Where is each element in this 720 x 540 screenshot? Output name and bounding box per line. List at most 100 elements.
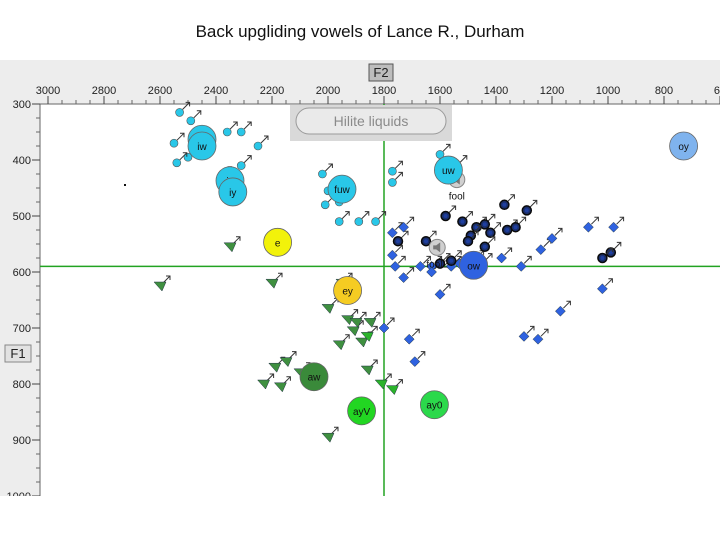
token-glide-arrow <box>243 121 252 130</box>
token-glide-arrowhead <box>446 143 451 149</box>
token-owl-center <box>608 250 613 255</box>
token-glide-arrow <box>395 172 403 180</box>
token-glide-arrow <box>487 236 496 245</box>
chart-svg: 3000 2800 2600 2400 2200 2000 1800 1600 1400 1200… <box>0 60 720 503</box>
token-ow-point <box>398 221 409 233</box>
token-glide-arrowhead <box>269 373 275 378</box>
token-glide-arrow <box>563 300 571 309</box>
token-glide-arrowhead <box>398 160 403 166</box>
token-glide-arrowhead <box>446 283 451 289</box>
mean-iw-label: iw <box>197 142 207 153</box>
token-glide-arrowhead <box>619 216 625 222</box>
axis-labels: F2 F1 <box>4 63 394 363</box>
token-glide-arrow <box>417 351 426 359</box>
token-glide-arrow <box>459 155 468 163</box>
mean-ey-label: ey <box>342 286 353 297</box>
y-tick-label: 800 <box>13 379 31 391</box>
token-ow-point <box>535 244 547 255</box>
plot-area: 3000 2800 2600 2400 2200 2000 1800 1600 1400 1200… <box>0 60 720 503</box>
x-axis-label: F2 <box>373 65 388 80</box>
token-glide-arrow <box>605 278 613 287</box>
token-iy-point <box>253 141 263 151</box>
token-glide-arrowhead <box>468 211 473 216</box>
token-glide-arrow <box>470 230 479 239</box>
token-ay-point <box>385 385 399 396</box>
token-glide-arrowhead <box>616 241 622 247</box>
token-glide-arrowhead <box>415 328 420 334</box>
mean-oy-label: oy <box>678 142 689 153</box>
token-iy-point <box>371 217 380 226</box>
token-glide-arrow <box>182 102 190 110</box>
token-glide-arrowhead <box>490 213 496 219</box>
token-glide-arrow <box>395 160 403 169</box>
token-iy-point <box>172 158 182 168</box>
token-glide-arrowhead <box>292 351 297 356</box>
token-glide-arrow <box>448 205 456 214</box>
token-glide-arrow <box>260 135 269 144</box>
token-iy-point <box>334 217 344 226</box>
token-iy-point <box>169 138 179 148</box>
token-ay-point <box>374 379 388 390</box>
token-glide-arrowhead <box>474 230 479 236</box>
token-glide-arrowhead <box>264 135 269 140</box>
token-aw-point <box>257 379 270 390</box>
token-owl-center <box>424 239 428 244</box>
token-glide-arrow <box>453 250 462 259</box>
token-glide-arrow <box>613 242 622 250</box>
token-glide-arrowhead <box>426 255 431 261</box>
token-iy-point <box>183 152 193 162</box>
token-glide-arrowhead <box>451 205 457 210</box>
token-owl-center <box>443 214 448 218</box>
token-ow-point <box>389 261 401 272</box>
token-glide-arrowhead <box>510 194 515 199</box>
y-axis-label-box <box>4 344 32 363</box>
token-glide-arrowhead <box>196 110 202 115</box>
token-aw-point <box>265 278 279 289</box>
token-ow-point <box>378 322 390 334</box>
token-glide-arrow <box>361 211 370 219</box>
token-glide-arrowhead <box>527 255 532 261</box>
mean-uw-label: uw <box>442 166 456 177</box>
token-ow-point <box>518 331 530 342</box>
mean-oy-circle <box>669 131 698 161</box>
x-tick-label: 800 <box>655 85 673 97</box>
token-glide-arrowhead <box>185 101 191 107</box>
token-glide-arrow <box>591 216 599 225</box>
token-iy-point <box>354 217 364 226</box>
token-glide-arrowhead <box>364 211 370 216</box>
mean-aw-label: aw <box>308 373 322 384</box>
token-glide-arrowhead <box>420 351 426 356</box>
token-glide-arrowhead <box>432 230 437 236</box>
token-glide-arrowhead <box>278 272 283 278</box>
token-glide-arrow <box>397 256 406 264</box>
token-glide-arrow <box>378 211 386 219</box>
mean-ey-circle <box>333 276 363 305</box>
token-glide-arrowhead <box>376 311 381 317</box>
data-marks: foolfool2iyiwiyiyfuwuweeyowoyawayVay0 <box>124 101 698 443</box>
token-glide-arrow <box>523 256 532 264</box>
token-glide-arrow <box>442 144 451 152</box>
token-owl-center <box>600 256 605 260</box>
token-glide-arrow <box>325 163 333 172</box>
token-iy-point <box>186 116 196 126</box>
hilite-liquids-button[interactable]: Hilite liquids <box>290 105 452 141</box>
mean-e-label: e <box>275 238 281 249</box>
token-glide-arrow <box>406 267 414 275</box>
token-ow-point <box>515 261 527 272</box>
x-tick-label: 2600 <box>148 85 172 97</box>
token-glide-arrowhead <box>381 211 387 216</box>
token-glide-arrowhead <box>401 255 406 261</box>
x-tick-label: 60 <box>714 85 720 97</box>
token-glide-arrow <box>507 194 515 203</box>
x-tick-label: 2000 <box>316 85 340 97</box>
mean-fuw-label: fuw <box>334 185 350 196</box>
hilite-button-pill[interactable] <box>295 107 447 135</box>
token-glide-arrow <box>386 317 395 326</box>
token-glide-arrowhead <box>286 376 291 381</box>
token-glide-arrow <box>423 256 431 264</box>
token-glide-arrow <box>428 230 437 239</box>
mean-ay0-circle <box>419 390 449 420</box>
token-iy-point <box>236 127 246 137</box>
token-glide-arrowhead <box>521 216 527 222</box>
token-glide-arrowhead <box>247 155 252 160</box>
